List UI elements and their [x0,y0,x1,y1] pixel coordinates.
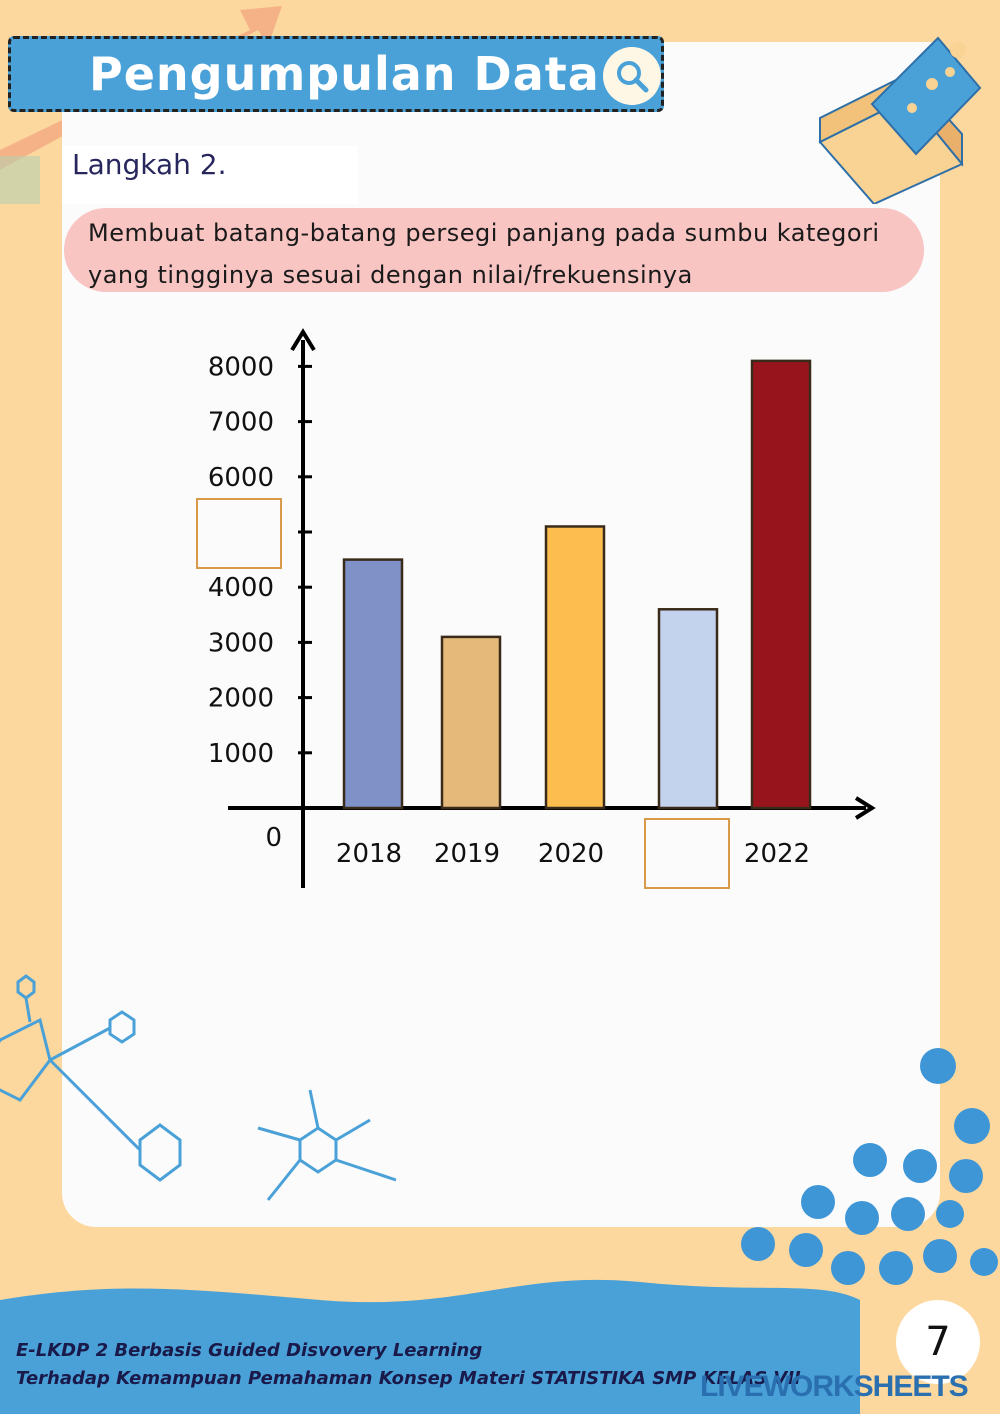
footer-line-2: Terhadap Kemampuan Pemahaman Konsep Mate… [16,1368,801,1389]
hexagon-icon [138,1123,182,1182]
y-tick-label: 8000 [208,352,274,382]
bar-blank [657,608,719,810]
y-tick-label: 0 [265,823,282,853]
y-axis-arrow-icon [290,328,316,352]
y-tick-label: 4000 [208,573,274,603]
bar-2019 [440,635,502,810]
eraser-icon [818,36,982,204]
bar-2018 [342,558,404,810]
bar-2022 [750,359,812,810]
hexagon-icon [0,1017,52,1102]
footer-line-1: E-LKDP 2 Berbasis Guided Disvovery Learn… [16,1340,483,1361]
y-tick-label: 3000 [208,628,274,658]
bar-2020 [544,525,606,810]
liveworksheets-logo: LIVEWORKSHEETS [700,1370,969,1403]
y-axis-answer-box[interactable] [196,498,282,569]
hexagon-icon [108,1010,136,1044]
x-tick-label: 2019 [434,839,500,869]
page-number: 7 [896,1300,980,1384]
x-tick-label: 2018 [336,839,402,869]
step-heading: Langkah 2. [62,146,358,204]
x-tick-label: 2022 [744,839,810,869]
instruction-text: Membuat batang-batang persegi panjang pa… [88,219,880,289]
x-axis-arrow-icon [854,796,876,820]
page-title: Pengumpulan Data [89,47,600,101]
header-banner: Pengumpulan Data [8,36,664,112]
search-icon [617,61,649,93]
y-tick-label: 7000 [208,408,274,438]
molecule-decoration [0,974,397,1201]
y-tick-label: 2000 [208,684,274,714]
hexagon-icon [16,974,36,1000]
bar-chart: 0 1000 2000 3000 4000 6000 7000 8000 2018 2019 20… [196,328,876,889]
search-button[interactable] [603,47,661,105]
y-tick-label: 1000 [208,739,274,769]
instruction-box: Membuat batang-batang persegi panjang pa… [64,208,924,292]
sticky-note-decoration [0,156,40,204]
y-tick-label: 6000 [208,463,274,493]
x-axis-answer-box[interactable] [644,818,730,889]
x-tick-label: 2020 [538,839,604,869]
step-label: Langkah 2. [72,148,227,181]
